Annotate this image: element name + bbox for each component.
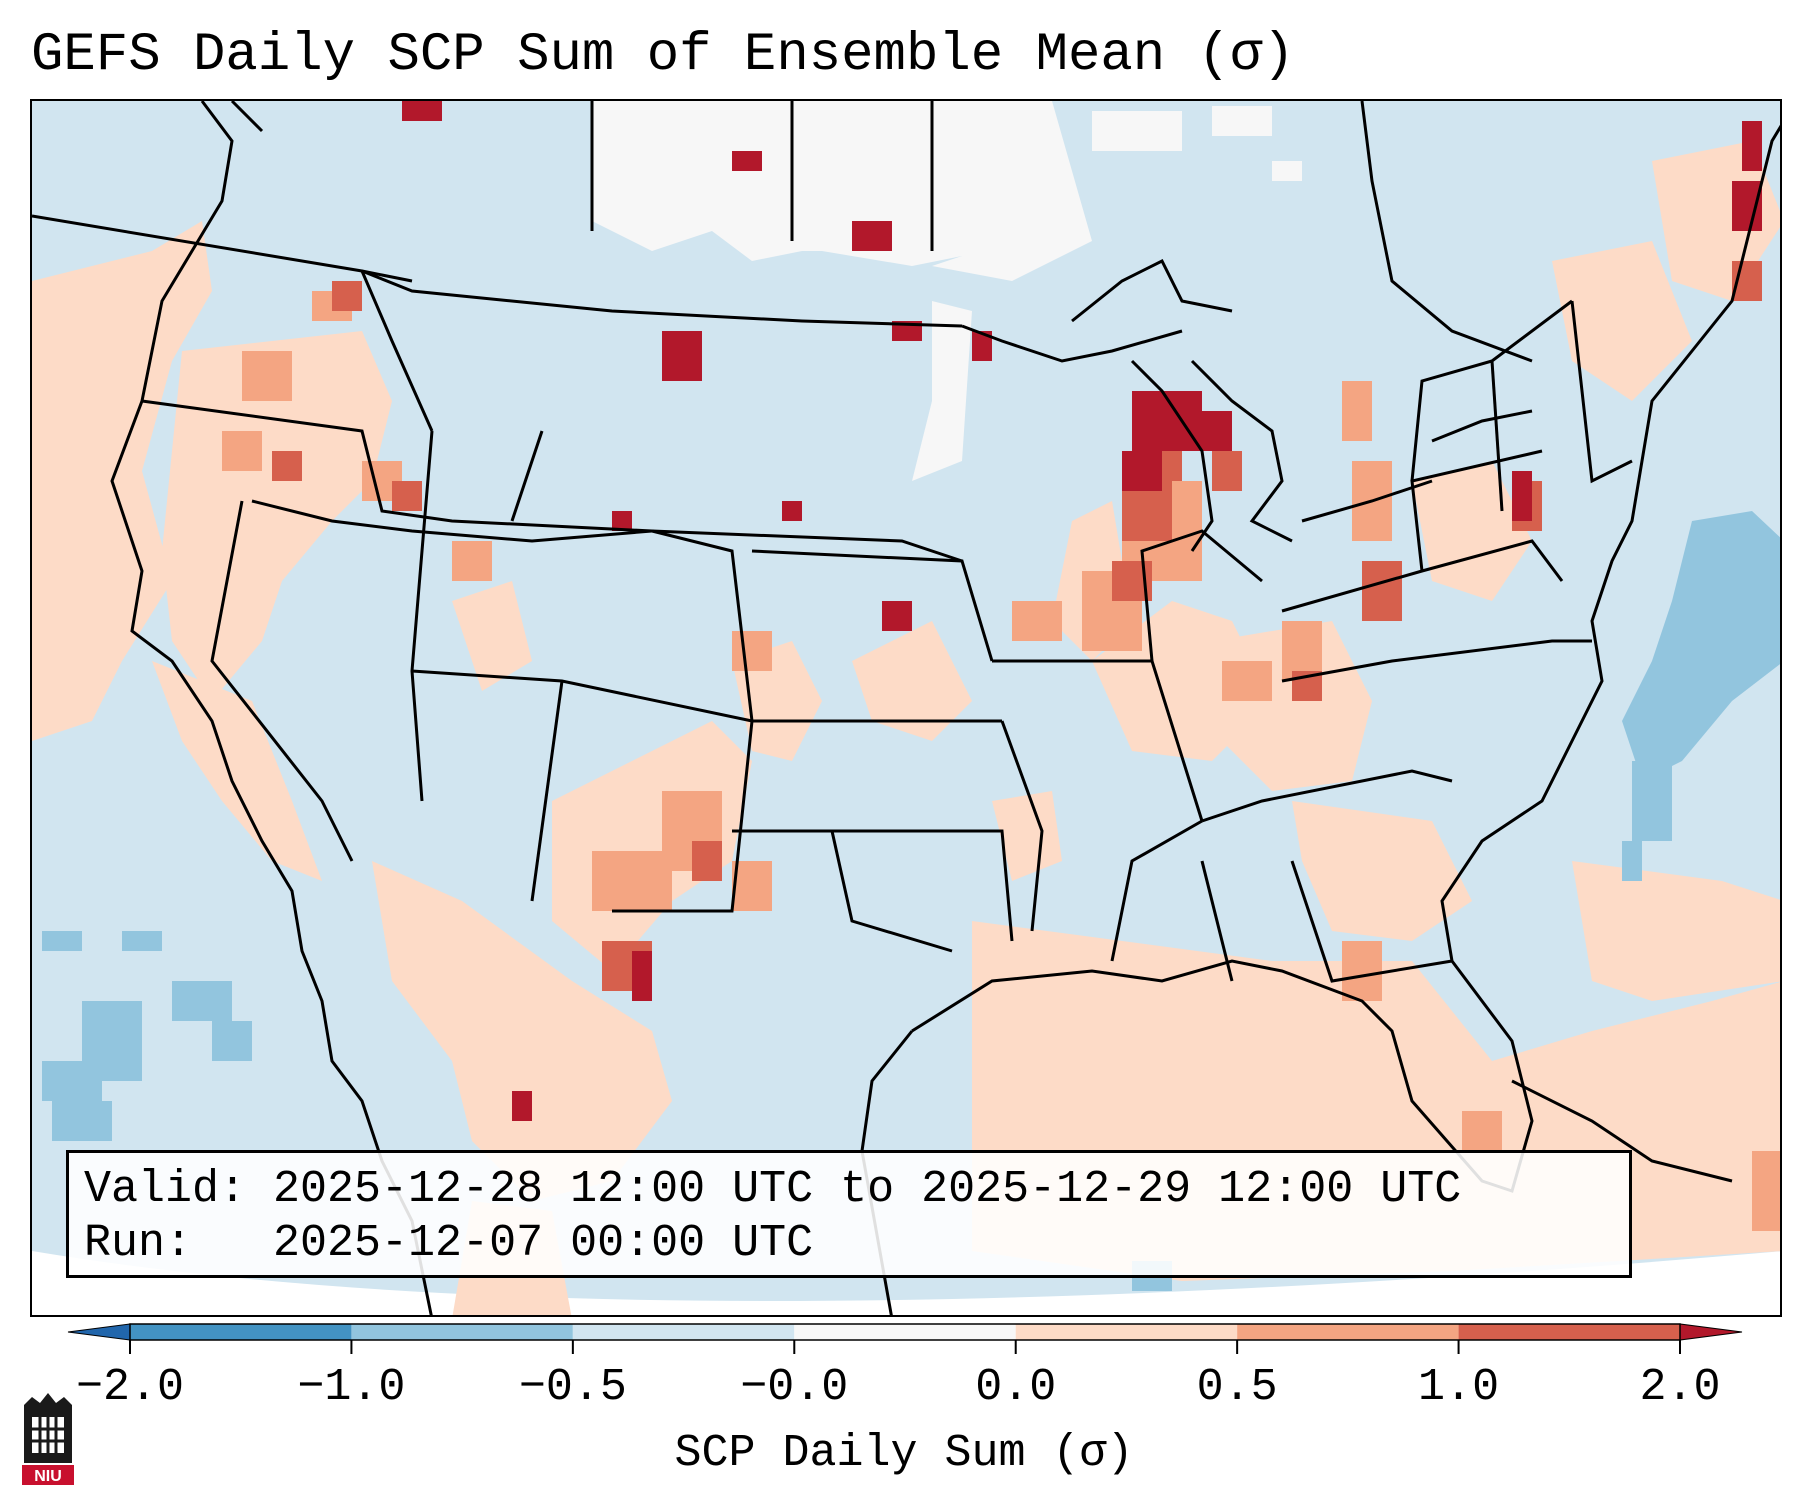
colorbar-frame [129,1323,1681,1341]
cuba-outline [1511,1079,1733,1183]
colorbar [67,1323,1743,1354]
colorbar-tick-label: −2.0 [75,1362,185,1413]
colorbar-tick-label: −0.0 [740,1362,849,1413]
colorbar-bin [794,1324,1016,1340]
colorbar-bin [572,1324,795,1340]
logo-text: NIU [34,1468,62,1485]
run-time-text: Run: 2025-12-07 00:00 UTC [84,1218,814,1269]
colorbar-tick-label: 0.0 [975,1362,1057,1413]
canada-border [361,269,963,328]
colorbar-over-extension [1679,1323,1743,1341]
map-panel[interactable] [30,99,1782,1317]
lake-superior-outline [1071,258,1233,323]
niu-logo: NIU [20,1391,76,1487]
valid-time-text: Valid: 2025-12-28 12:00 UTC to 2025-12-2… [84,1164,1462,1215]
map-canvas [32,101,1780,1315]
pacific-coastline [110,101,433,1315]
colorbar-tick-label: −1.0 [297,1362,406,1413]
colorbar-bin [351,1324,573,1340]
map-title: GEFS Daily SCP Sum of Ensemble Mean (σ) [31,25,1295,86]
east-coastline [911,124,1780,1193]
boundaries [32,101,1780,1315]
lake-erie-outline [1301,479,1433,523]
colorbar-tick-label: 1.0 [1418,1362,1500,1413]
near-zero-areas [592,101,1302,481]
colorbar-bin [130,1324,352,1340]
lake-ontario-outline [1431,409,1533,443]
colorbar-label: SCP Daily Sum (σ) [674,1428,1134,1479]
colorbar-tick-label: 0.5 [1196,1362,1278,1413]
lake-huron-outline [1190,359,1293,543]
colorbar-bin [1458,1324,1680,1340]
colorbar-tick-label: 2.0 [1639,1362,1721,1413]
colorbar-bin [1237,1324,1459,1340]
negative-field [42,511,1780,1291]
colorbar-bin [1015,1324,1238,1340]
colorbar-under-extension [67,1323,131,1341]
lake-michigan-outline [1130,359,1214,552]
colorbar-tick-label: −0.5 [518,1362,627,1413]
validity-info-box: Valid: 2025-12-28 12:00 UTC to 2025-12-2… [66,1150,1632,1278]
